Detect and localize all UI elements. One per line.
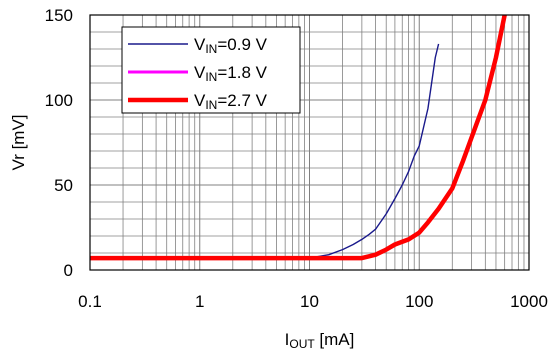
- series-lines: [90, 14, 507, 261]
- series-line-3: [90, 14, 507, 261]
- legend-label-2: VIN=1.8 V: [194, 63, 268, 84]
- y-tick-label: 100: [45, 91, 73, 110]
- y-tick-label: 150: [45, 6, 73, 25]
- axis-labels: IOUT [mA] Vr [mV]: [9, 114, 354, 351]
- x-tick-label: 10: [300, 292, 319, 311]
- legend-label-1: VIN=0.9 V: [194, 35, 268, 56]
- series-line-1: [90, 43, 440, 259]
- x-tick-label: 0.1: [78, 292, 102, 311]
- x-tick-label: 100: [405, 292, 433, 311]
- tick-labels: 0.1 1 10 100 1000 0 50 100 150: [45, 6, 548, 311]
- x-tick-label: 1000: [510, 292, 548, 311]
- plot-frame: [89, 14, 530, 271]
- x-tick-label: 1: [195, 292, 204, 311]
- y-axis-label: Vr [mV]: [9, 114, 28, 170]
- x-axis-label: IOUT [mA]: [285, 330, 355, 351]
- y-tick-label: 50: [54, 176, 73, 195]
- y-tick-label: 0: [64, 261, 73, 280]
- legend: VIN=0.9 V VIN=1.8 V VIN=2.7 V: [121, 26, 301, 114]
- legend-label-3: VIN=2.7 V: [194, 91, 268, 112]
